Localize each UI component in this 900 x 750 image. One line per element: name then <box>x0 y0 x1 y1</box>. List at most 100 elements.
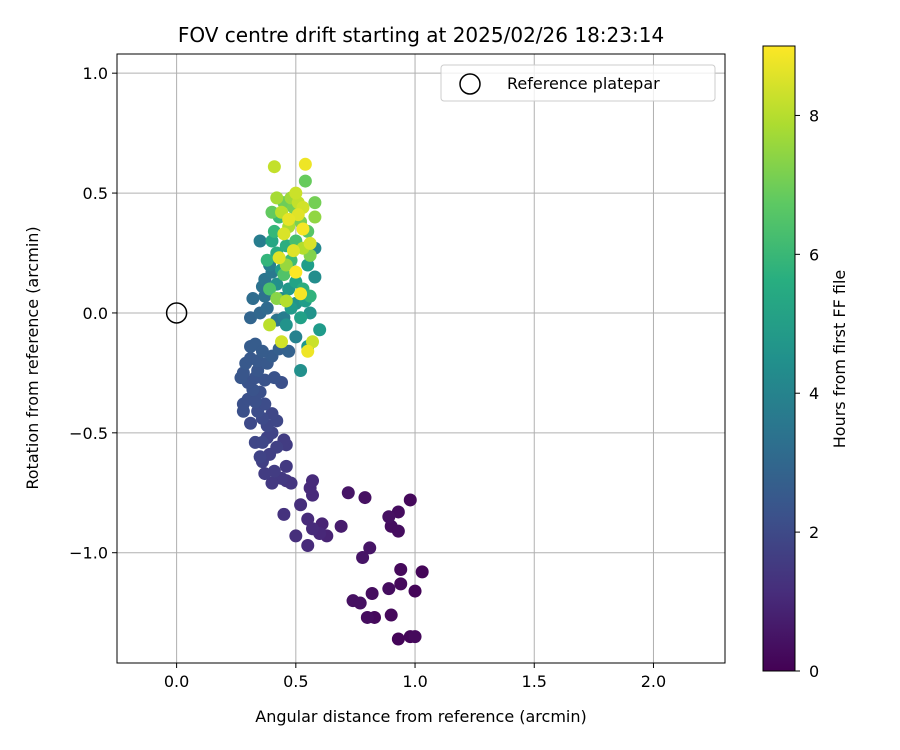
data-point <box>391 524 405 538</box>
data-point <box>253 450 267 464</box>
data-point <box>306 335 320 349</box>
data-point <box>301 539 315 553</box>
data-points <box>234 157 429 646</box>
y-tick-label: 0.5 <box>83 184 108 203</box>
data-point <box>294 311 308 325</box>
data-point <box>272 251 286 265</box>
data-point <box>248 395 262 409</box>
data-point <box>306 474 320 488</box>
data-point <box>341 486 355 500</box>
data-point <box>255 435 269 449</box>
data-point <box>277 507 291 521</box>
colorbar-label: Hours from first FF file <box>830 270 849 449</box>
data-point <box>279 459 293 473</box>
data-point <box>298 174 312 188</box>
data-point <box>265 476 279 490</box>
colorbar-gradient <box>762 45 796 672</box>
chart-title: FOV centre drift starting at 2025/02/26 … <box>178 23 664 47</box>
data-point <box>253 234 267 248</box>
y-axis-label: Rotation from reference (arcmin) <box>23 226 42 489</box>
data-point <box>251 363 265 377</box>
data-point <box>334 519 348 533</box>
data-point <box>308 210 322 224</box>
x-tick-label: 1.5 <box>522 672 547 691</box>
colorbar-tick-label: 8 <box>809 106 819 125</box>
data-point <box>267 464 281 478</box>
data-point <box>394 577 408 591</box>
data-point <box>382 510 396 524</box>
data-point <box>270 440 284 454</box>
data-point <box>313 323 327 337</box>
data-point <box>246 292 260 306</box>
data-point <box>363 541 377 555</box>
data-point <box>267 160 281 174</box>
data-point <box>294 287 308 301</box>
data-point <box>360 610 374 624</box>
colorbar: 0 2 4 6 8 Hours from first FF file <box>762 45 849 681</box>
y-axis-ticks: −1.0 −0.5 0.0 0.5 1.0 <box>69 64 117 563</box>
data-point <box>260 301 274 315</box>
y-tick-label: −0.5 <box>69 424 108 443</box>
x-tick-label: 0.0 <box>164 672 189 691</box>
data-point <box>275 335 289 349</box>
data-point <box>408 584 422 598</box>
data-point <box>289 186 303 200</box>
y-tick-label: 1.0 <box>83 64 108 83</box>
data-point <box>308 270 322 284</box>
data-point <box>353 596 367 610</box>
data-point <box>294 498 308 512</box>
data-point <box>365 586 379 600</box>
data-point <box>263 282 277 296</box>
data-point <box>298 157 312 171</box>
data-point <box>301 512 315 526</box>
x-tick-label: 1.0 <box>402 672 427 691</box>
data-point <box>270 191 284 205</box>
data-point <box>277 227 291 241</box>
data-point <box>289 529 303 543</box>
data-point <box>282 212 296 226</box>
data-point <box>279 294 293 308</box>
data-point <box>301 344 315 358</box>
data-point <box>279 318 293 332</box>
reference-platepar-marker <box>165 302 188 324</box>
data-point <box>289 330 303 344</box>
legend: Reference platepar <box>440 64 716 102</box>
data-point <box>282 344 296 358</box>
data-point <box>244 416 258 430</box>
data-point <box>303 236 317 250</box>
data-point <box>382 582 396 596</box>
legend-marker-icon <box>459 73 481 95</box>
colorbar-tick-label: 0 <box>809 662 819 681</box>
x-tick-label: 0.5 <box>283 672 308 691</box>
colorbar-tick-label: 4 <box>809 384 819 403</box>
data-point <box>403 493 417 507</box>
x-tick-label: 2.0 <box>641 672 666 691</box>
plot-frame <box>116 53 726 664</box>
data-point <box>296 222 310 236</box>
colorbar-ticks: 0 2 4 6 8 <box>795 106 819 681</box>
colorbar-tick-label: 2 <box>809 523 819 542</box>
data-point <box>294 363 308 377</box>
data-point <box>308 196 322 210</box>
x-axis-ticks: 0.0 0.5 1.0 1.5 2.0 <box>164 663 666 691</box>
data-point <box>286 244 300 258</box>
legend-label: Reference platepar <box>507 74 660 93</box>
x-axis-label: Angular distance from reference (arcmin) <box>255 707 586 726</box>
data-point <box>408 630 422 644</box>
data-point <box>289 265 303 279</box>
data-point <box>394 562 408 576</box>
data-point <box>267 371 281 385</box>
data-point <box>265 205 279 219</box>
data-point <box>356 551 370 565</box>
data-point <box>415 565 429 579</box>
data-point <box>263 318 277 332</box>
colorbar-tick-label: 6 <box>809 245 819 264</box>
data-point <box>260 253 274 267</box>
data-point <box>384 608 398 622</box>
data-point <box>255 344 269 358</box>
y-tick-label: 0.0 <box>83 304 108 323</box>
data-point <box>306 522 320 536</box>
y-tick-label: −1.0 <box>69 544 108 563</box>
data-point <box>391 632 405 646</box>
